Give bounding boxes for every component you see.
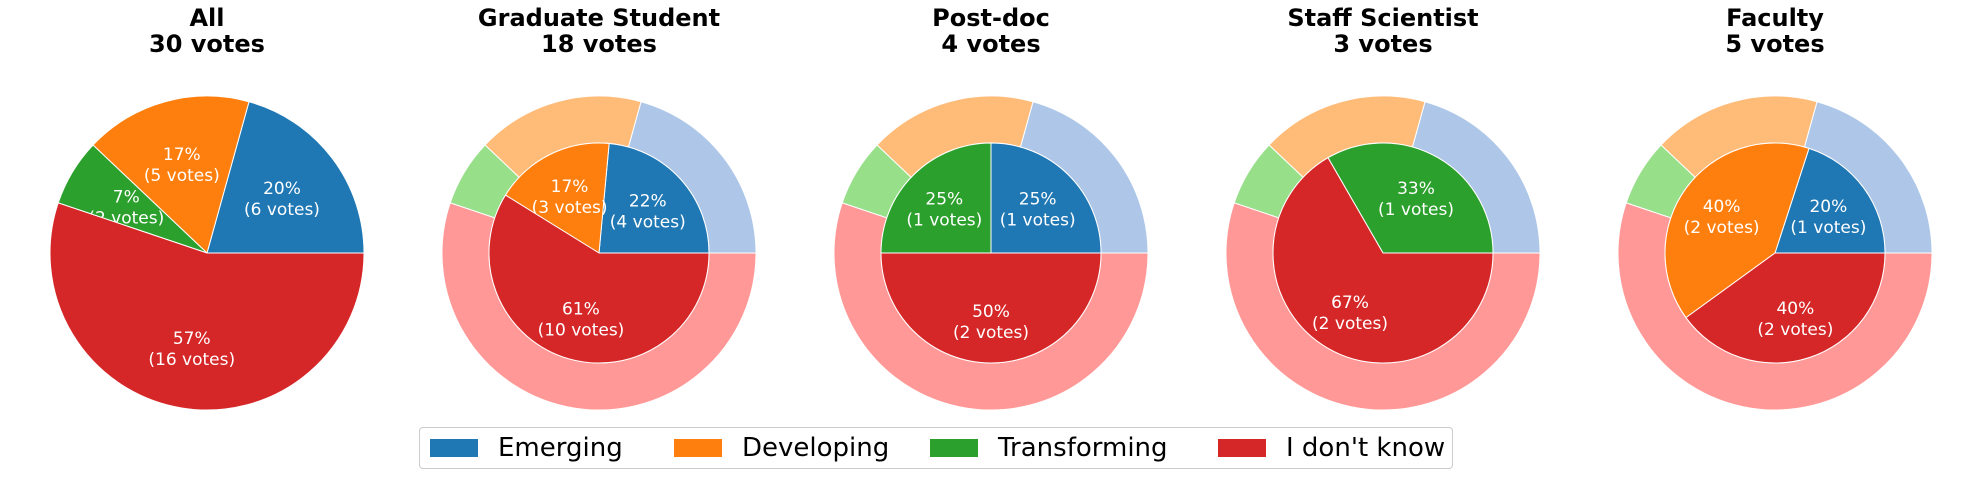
chart-subtitle: 4 votes — [941, 30, 1040, 58]
slice-label-emerging: 22% (4 votes) — [610, 192, 686, 233]
legend-item-emerging: Emerging — [430, 428, 623, 468]
slice-label-developing: 17% (5 votes) — [144, 145, 220, 186]
pie-slice-transforming — [880, 142, 992, 254]
slice-label-emerging: 20% (6 votes) — [244, 179, 320, 220]
chart-subtitle: 5 votes — [1725, 30, 1824, 58]
legend-item-developing: Developing — [674, 428, 889, 468]
slice-label-emerging: 20% (1 votes) — [1790, 197, 1866, 238]
legend: Emerging Developing Transforming I don't… — [419, 427, 1453, 469]
pie-slice-dont-know — [1272, 157, 1494, 364]
pie-slice-emerging — [598, 142, 710, 254]
legend-item-transforming: Transforming — [930, 428, 1168, 468]
pie-slice-dont-know — [880, 252, 1102, 364]
chart-title: Staff Scientist — [1287, 4, 1478, 32]
slice-label-transforming: 33% (1 votes) — [1378, 179, 1454, 220]
slice-label-developing: 40% (2 votes) — [1684, 197, 1760, 238]
chart-title: All — [189, 4, 224, 32]
pie-slice-emerging — [206, 101, 365, 254]
slice-label-transforming: 25% (1 votes) — [906, 189, 982, 230]
chart-subtitle: 3 votes — [1333, 30, 1432, 58]
pie-slice-emerging — [990, 142, 1102, 254]
legend-label-developing: Developing — [742, 433, 890, 463]
legend-item-dont-know: I don't know — [1218, 428, 1445, 468]
legend-swatch-transforming — [930, 439, 978, 457]
slice-label-dont-know: 57% (16 votes) — [148, 329, 235, 370]
chart-subtitle: 30 votes — [149, 30, 265, 58]
slice-label-dont-know: 40% (2 votes) — [1757, 299, 1833, 340]
legend-label-dont-know: I don't know — [1286, 433, 1446, 463]
legend-swatch-dont-know — [1218, 439, 1266, 457]
legend-label-emerging: Emerging — [498, 433, 623, 463]
pie-slice-developing — [1664, 142, 1810, 319]
legend-label-transforming: Transforming — [998, 433, 1168, 463]
chart-title: Post-doc — [932, 4, 1050, 32]
pie-slice-developing — [504, 142, 610, 254]
legend-swatch-developing — [674, 439, 722, 457]
legend-swatch-emerging — [430, 439, 478, 457]
chart-subtitle: 18 votes — [541, 30, 657, 58]
slice-label-emerging: 25% (1 votes) — [1000, 189, 1076, 230]
slice-label-developing: 17% (3 votes) — [532, 177, 608, 218]
chart-title: Faculty — [1726, 4, 1824, 32]
pie-slice-dont-know — [1685, 252, 1886, 364]
slice-label-dont-know: 61% (10 votes) — [538, 299, 625, 340]
slice-label-dont-know: 50% (2 votes) — [953, 302, 1029, 343]
pie-slice-emerging — [1774, 147, 1886, 254]
slice-label-dont-know: 67% (2 votes) — [1312, 293, 1388, 334]
pie-slice-dont-know — [49, 202, 365, 411]
chart-title: Graduate Student — [478, 4, 720, 32]
pie-slice-transforming — [1327, 142, 1494, 254]
pie-slice-developing — [92, 95, 250, 254]
pie-slice-dont-know — [488, 194, 710, 364]
